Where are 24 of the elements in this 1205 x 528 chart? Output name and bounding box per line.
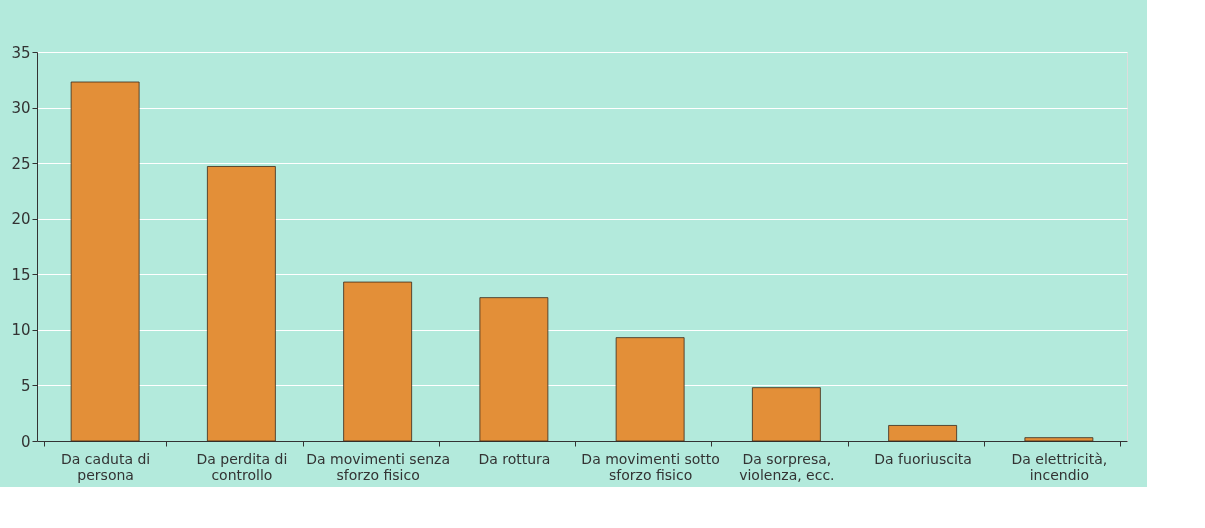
bar <box>343 281 413 442</box>
bar <box>888 425 958 442</box>
y-tick-label: 30 <box>11 99 31 118</box>
x-tick-label: Da caduta di persona <box>61 450 151 483</box>
y-tick-label: 20 <box>11 210 31 229</box>
bar <box>1024 437 1094 442</box>
bar <box>206 166 276 442</box>
bar <box>751 387 821 442</box>
x-tick-label: Da sorpresa, violenza, ecc. <box>739 450 835 483</box>
y-tick-label: 25 <box>11 154 31 173</box>
y-tick-label: 15 <box>11 265 31 284</box>
bar <box>479 297 549 442</box>
x-tick-label: Da elettricità, incendio <box>1011 450 1108 483</box>
y-tick-label: 0 <box>20 432 31 451</box>
y-tick-label: 10 <box>11 321 31 340</box>
x-tick-label: Da movimenti sotto sforzo fisico <box>581 450 720 483</box>
bar <box>70 81 140 442</box>
bar <box>615 337 685 442</box>
y-tick-label: 35 <box>11 43 31 62</box>
x-tick-label: Da rottura <box>478 450 551 467</box>
x-tick-label: Da movimenti senza sforzo fisico <box>306 450 451 483</box>
x-tick-label: Da fuoriuscita <box>874 450 972 467</box>
x-tick-label: Da perdita di controllo <box>196 450 288 483</box>
y-tick-label: 5 <box>20 376 31 395</box>
